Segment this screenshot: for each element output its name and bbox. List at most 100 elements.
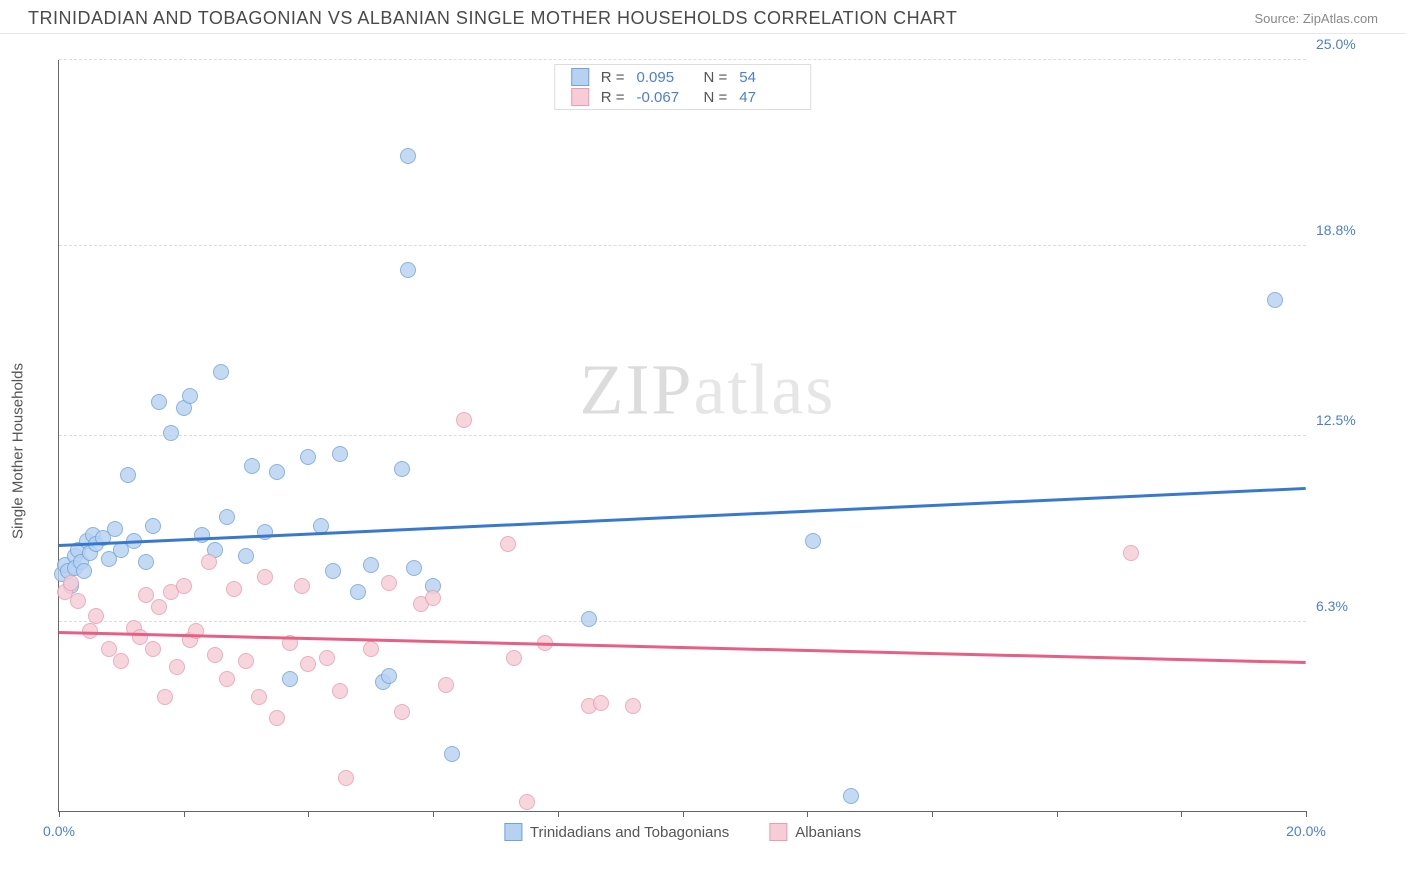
scatter-point bbox=[332, 683, 348, 699]
stats-legend-row: R = -0.067 N = 47 bbox=[555, 87, 811, 107]
stat-n-value: 54 bbox=[739, 69, 794, 86]
scatter-point bbox=[251, 689, 267, 705]
scatter-point bbox=[300, 449, 316, 465]
scatter-point bbox=[120, 467, 136, 483]
scatter-point bbox=[63, 575, 79, 591]
legend-series-name: Albanians bbox=[795, 824, 861, 841]
y-axis-label: Single Mother Households bbox=[10, 363, 27, 539]
legend-item: Trinidadians and Tobagonians bbox=[504, 823, 729, 841]
stats-legend-row: R =0.095N =54 bbox=[555, 67, 811, 87]
scatter-point bbox=[145, 518, 161, 534]
stat-r-value: -0.067 bbox=[637, 89, 692, 106]
scatter-point bbox=[1123, 545, 1139, 561]
legend-swatch bbox=[504, 823, 522, 841]
x-tick-mark bbox=[932, 811, 933, 817]
scatter-point bbox=[425, 590, 441, 606]
y-tick-label: 18.8% bbox=[1316, 222, 1376, 238]
scatter-point bbox=[238, 653, 254, 669]
scatter-point bbox=[400, 262, 416, 278]
scatter-point bbox=[294, 578, 310, 594]
scatter-point bbox=[207, 647, 223, 663]
scatter-point bbox=[151, 394, 167, 410]
x-tick-mark bbox=[433, 811, 434, 817]
scatter-point bbox=[176, 578, 192, 594]
scatter-point bbox=[805, 533, 821, 549]
scatter-point bbox=[338, 770, 354, 786]
stat-n-label: N = bbox=[704, 69, 728, 86]
stat-r-label: R = bbox=[601, 89, 625, 106]
scatter-point bbox=[107, 521, 123, 537]
scatter-point bbox=[157, 689, 173, 705]
scatter-point bbox=[363, 557, 379, 573]
scatter-point bbox=[843, 788, 859, 804]
scatter-point bbox=[456, 412, 472, 428]
y-tick-label: 25.0% bbox=[1316, 36, 1376, 52]
scatter-point bbox=[226, 581, 242, 597]
scatter-point bbox=[381, 668, 397, 684]
scatter-chart: Single Mother Households ZIPatlas R =0.0… bbox=[48, 60, 1386, 842]
scatter-point bbox=[1267, 292, 1283, 308]
legend-item: Albanians bbox=[769, 823, 861, 841]
scatter-point bbox=[381, 575, 397, 591]
scatter-point bbox=[145, 641, 161, 657]
scatter-point bbox=[406, 560, 422, 576]
scatter-point bbox=[88, 608, 104, 624]
scatter-point bbox=[282, 671, 298, 687]
stats-legend: R = 0.095 N = 54R = -0.067 N = 47 bbox=[554, 64, 812, 110]
series-legend: Trinidadians and Tobagonians Albanians bbox=[504, 823, 861, 841]
y-tick-label: 12.5% bbox=[1316, 412, 1376, 428]
scatter-point bbox=[219, 671, 235, 687]
x-tick-label: 20.0% bbox=[1286, 823, 1326, 839]
scatter-point bbox=[244, 458, 260, 474]
scatter-point bbox=[269, 710, 285, 726]
scatter-point bbox=[113, 653, 129, 669]
scatter-point bbox=[506, 650, 522, 666]
scatter-point bbox=[201, 554, 217, 570]
scatter-point bbox=[138, 554, 154, 570]
y-tick-label: 6.3% bbox=[1316, 598, 1376, 614]
scatter-point bbox=[438, 677, 454, 693]
x-tick-mark bbox=[1181, 811, 1182, 817]
x-tick-mark bbox=[807, 811, 808, 817]
legend-swatch bbox=[769, 823, 787, 841]
scatter-point bbox=[70, 593, 86, 609]
watermark: ZIPatlas bbox=[579, 349, 835, 432]
scatter-point bbox=[363, 641, 379, 657]
legend-swatch bbox=[571, 88, 589, 106]
legend-swatch bbox=[571, 68, 589, 86]
trend-line bbox=[59, 487, 1306, 547]
scatter-point bbox=[169, 659, 185, 675]
gridline bbox=[59, 621, 1306, 622]
x-tick-mark bbox=[683, 811, 684, 817]
scatter-point bbox=[163, 425, 179, 441]
scatter-point bbox=[213, 364, 229, 380]
scatter-point bbox=[400, 148, 416, 164]
chart-title: TRINIDADIAN AND TOBAGONIAN VS ALBANIAN S… bbox=[28, 8, 957, 29]
scatter-point bbox=[269, 464, 285, 480]
x-tick-mark bbox=[1306, 811, 1307, 817]
legend-series-name: Trinidadians and Tobagonians bbox=[530, 824, 729, 841]
x-tick-mark bbox=[1057, 811, 1058, 817]
scatter-point bbox=[394, 704, 410, 720]
scatter-point bbox=[519, 794, 535, 810]
stat-n-value: 47 bbox=[739, 89, 794, 106]
x-tick-mark bbox=[184, 811, 185, 817]
chart-source: Source: ZipAtlas.com bbox=[1254, 11, 1378, 26]
x-tick-mark bbox=[59, 811, 60, 817]
gridline bbox=[59, 59, 1306, 60]
plot-area: ZIPatlas R =0.095N =54R =-0.067N =47 Tri… bbox=[58, 60, 1306, 812]
x-tick-mark bbox=[308, 811, 309, 817]
scatter-point bbox=[300, 656, 316, 672]
scatter-point bbox=[581, 611, 597, 627]
scatter-point bbox=[500, 536, 516, 552]
scatter-point bbox=[257, 569, 273, 585]
scatter-point bbox=[593, 695, 609, 711]
scatter-point bbox=[76, 563, 92, 579]
stat-r-value: 0.095 bbox=[637, 69, 692, 86]
chart-header: TRINIDADIAN AND TOBAGONIAN VS ALBANIAN S… bbox=[0, 0, 1406, 34]
gridline bbox=[59, 435, 1306, 436]
scatter-point bbox=[319, 650, 335, 666]
scatter-point bbox=[350, 584, 366, 600]
stat-n-label: N = bbox=[704, 89, 728, 106]
x-tick-label: 0.0% bbox=[43, 823, 75, 839]
